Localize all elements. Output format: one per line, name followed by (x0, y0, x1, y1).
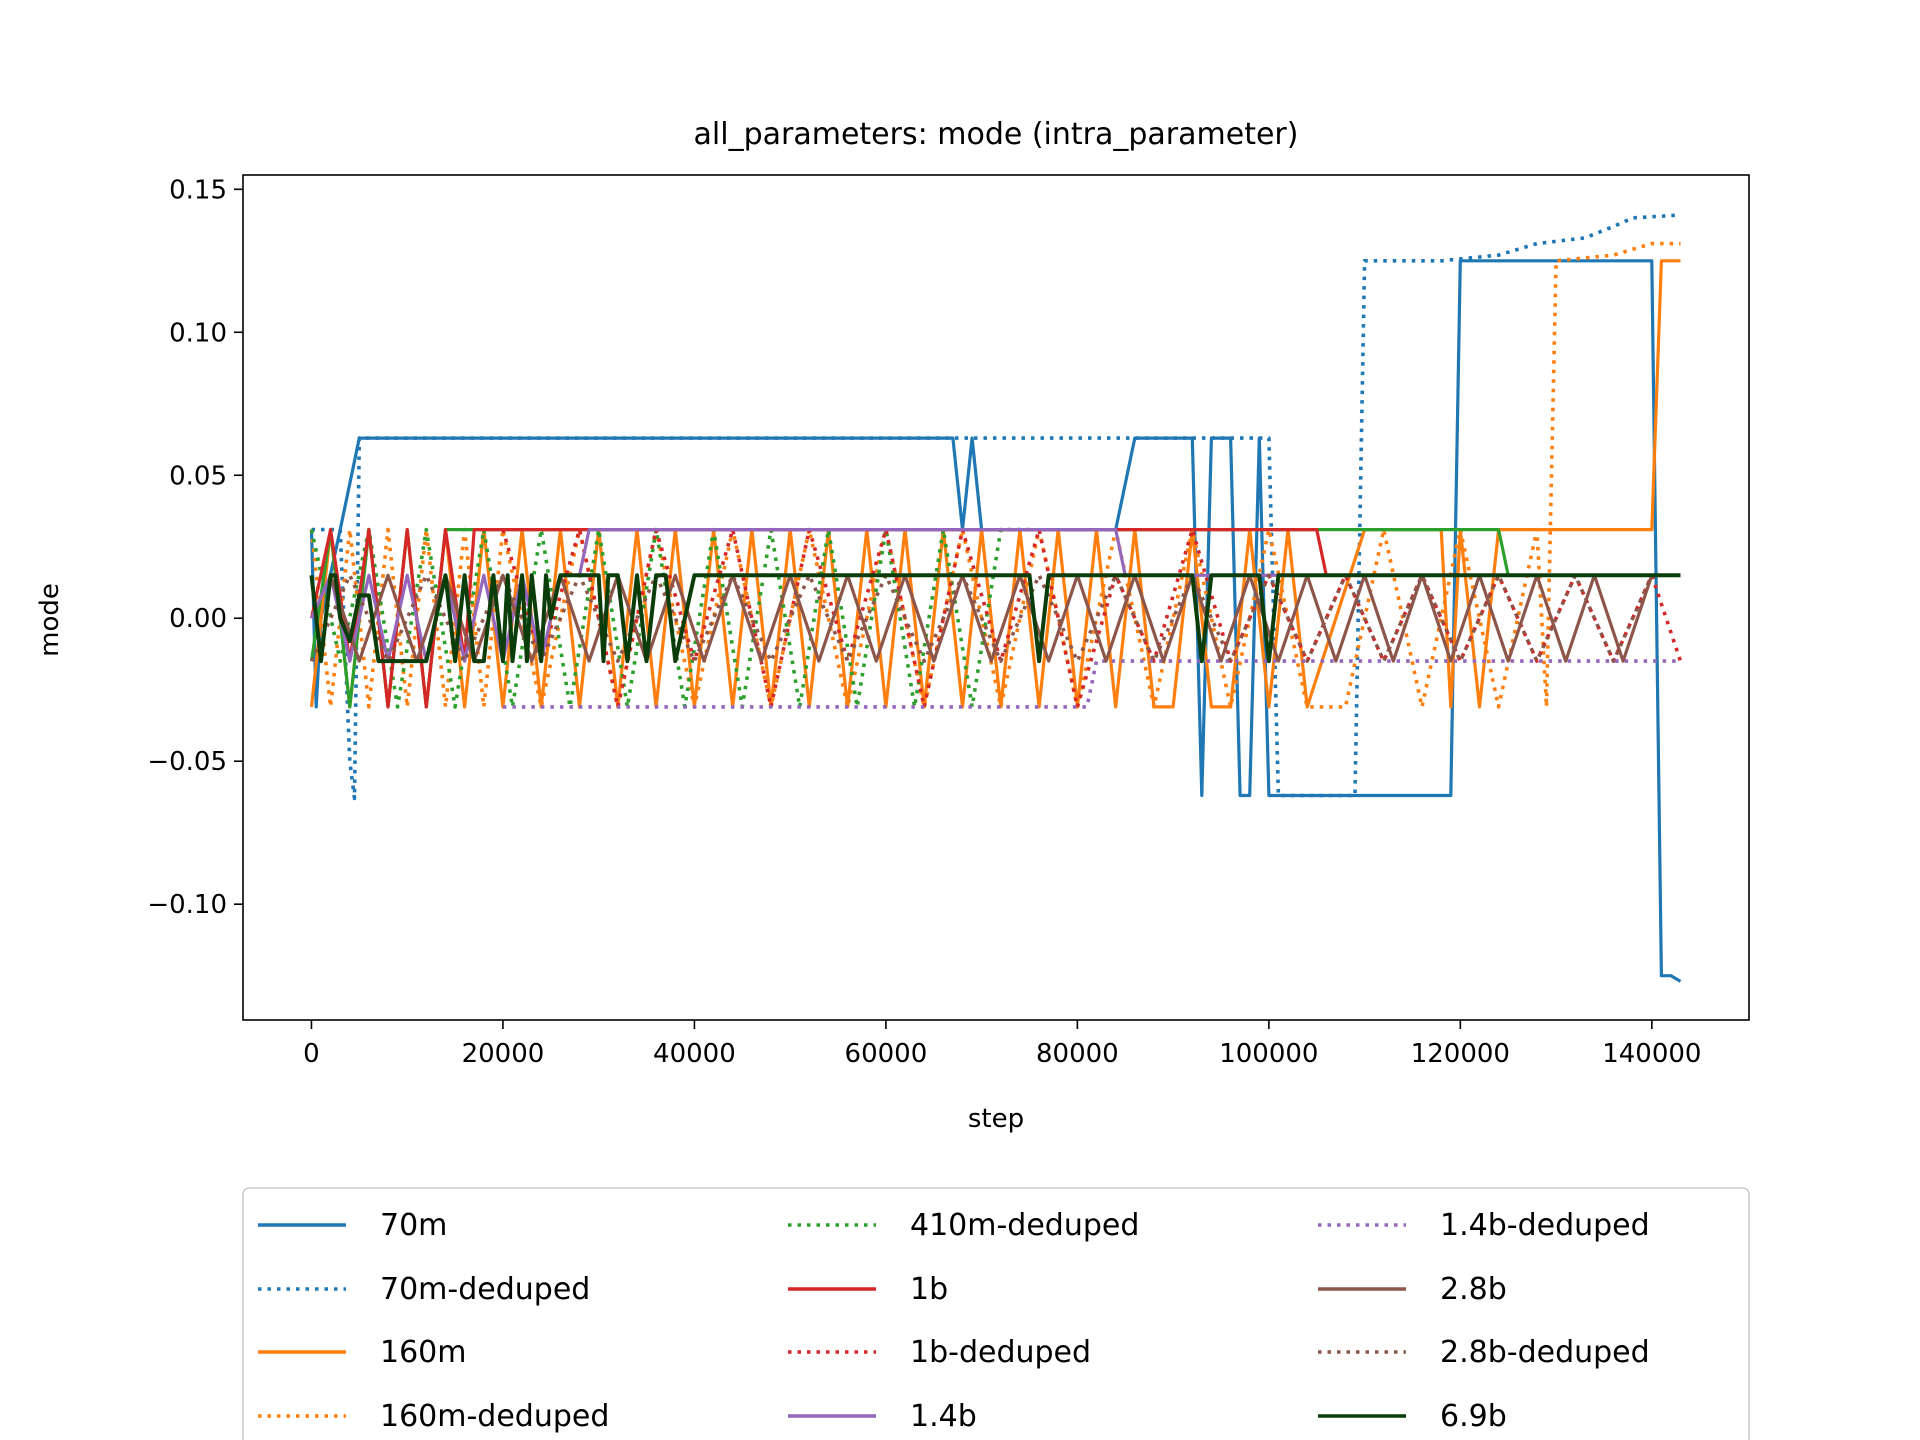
legend-label: 1.4b-deduped (1440, 1208, 1650, 1243)
x-tick-label: 100000 (1219, 1039, 1318, 1069)
x-axis-label: step (968, 1104, 1024, 1134)
x-tick-label: 140000 (1602, 1039, 1701, 1069)
series-line-1.4b (310, 527, 1681, 663)
y-tick-label: −0.05 (147, 747, 227, 777)
legend: 70m 70m-deduped 160m 160m-deduped 410m-dedup… (242, 1187, 1750, 1440)
chart-title: all_parameters: mode (intra_parameter) (694, 117, 1299, 152)
legend-label: 6.9b (1440, 1399, 1507, 1434)
x-tick-label: 60000 (845, 1039, 928, 1069)
legend-label: 1b (910, 1272, 948, 1307)
series-line-410m-deduped (309, 527, 1030, 709)
legend-label: 2.8b (1440, 1272, 1507, 1307)
series-line-1b-deduped (501, 527, 1683, 709)
x-tick-label: 40000 (653, 1039, 736, 1069)
y-axis-ticks: −0.10 −0.05 0.00 0.05 0.10 0.15 (147, 175, 243, 920)
y-tick-label: 0.05 (169, 461, 227, 491)
x-tick-label: 0 (303, 1039, 320, 1069)
legend-label: 2.8b-deduped (1440, 1335, 1650, 1370)
legend-label: 410m-deduped (910, 1208, 1139, 1243)
y-tick-label: 0.00 (169, 604, 227, 634)
series-line-1.4b-deduped (502, 659, 1681, 709)
legend-label: 160m-deduped (380, 1399, 609, 1434)
legend-label: 1b-deduped (910, 1335, 1091, 1370)
x-axis-ticks: 0 20000 40000 60000 80000 100000 120000 140000 (303, 1020, 1701, 1069)
x-tick-label: 80000 (1036, 1039, 1119, 1069)
legend-label: 160m (380, 1335, 466, 1370)
y-axis-label: mode (35, 583, 65, 657)
plot-area-frame (242, 174, 1750, 1021)
y-tick-label: 0.15 (169, 175, 227, 205)
y-tick-label: −0.10 (147, 890, 227, 920)
x-tick-label: 20000 (462, 1039, 545, 1069)
y-tick-label: 0.10 (169, 318, 227, 348)
legend-label: 70m (380, 1208, 447, 1243)
series-line-6.9b (309, 573, 1681, 664)
legend-label: 1.4b (910, 1399, 977, 1434)
series-line-70m-deduped (311, 213, 1681, 801)
legend-label: 70m-deduped (380, 1272, 590, 1307)
x-tick-label: 120000 (1411, 1039, 1510, 1069)
series-layer (309, 213, 1683, 983)
legend-box (242, 1187, 1750, 1440)
